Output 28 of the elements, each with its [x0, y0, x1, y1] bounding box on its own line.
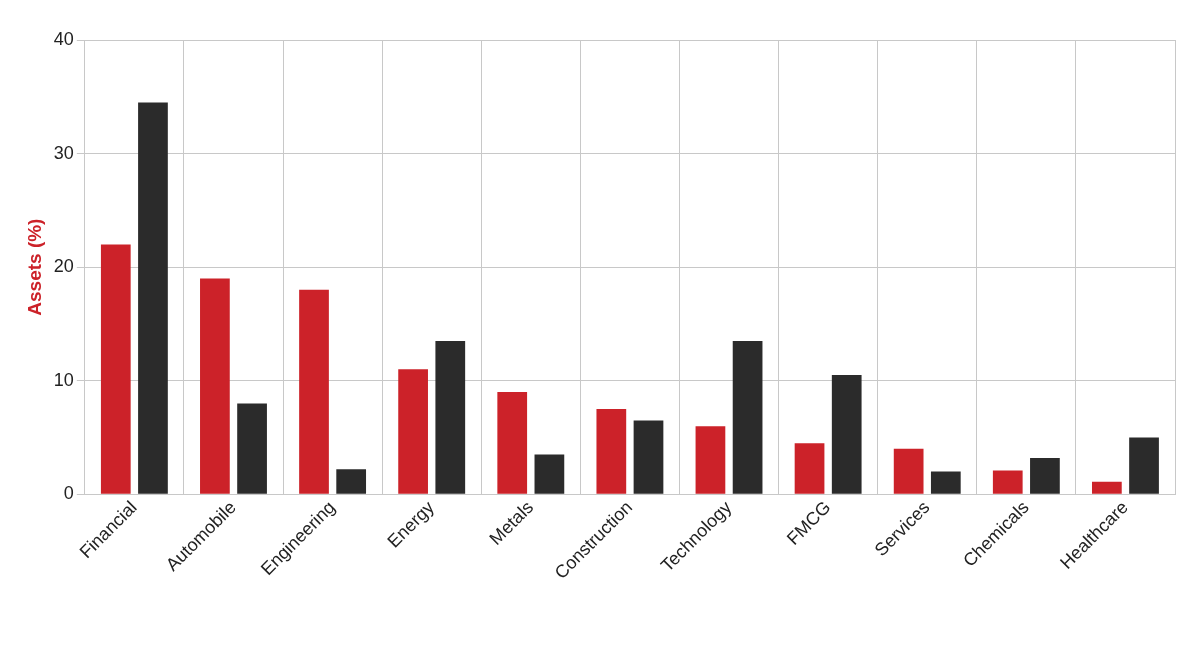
bar	[831, 375, 862, 494]
bar	[893, 448, 924, 494]
bar	[534, 454, 565, 494]
bar	[1030, 457, 1060, 494]
bar	[497, 392, 528, 494]
bar	[732, 340, 763, 494]
bar	[1092, 481, 1122, 494]
bar	[336, 469, 367, 494]
bar	[138, 102, 168, 494]
bar	[237, 403, 267, 494]
bar	[398, 369, 428, 494]
bar	[992, 470, 1023, 494]
y-axis-title: Assets (%)	[23, 218, 45, 316]
bar	[435, 340, 466, 494]
bar	[596, 409, 627, 494]
bar	[299, 289, 329, 494]
y-tick-label: 10	[53, 369, 74, 390]
bar	[695, 426, 726, 494]
bar	[633, 420, 664, 494]
y-tick-label: 40	[53, 28, 74, 49]
bar	[100, 244, 131, 494]
bar	[1129, 437, 1159, 494]
bar	[794, 443, 825, 494]
bar	[200, 278, 230, 494]
bar	[930, 471, 961, 494]
y-tick-label: 0	[63, 483, 74, 504]
y-tick-label: 30	[53, 142, 74, 163]
y-tick-label: 20	[53, 256, 74, 277]
